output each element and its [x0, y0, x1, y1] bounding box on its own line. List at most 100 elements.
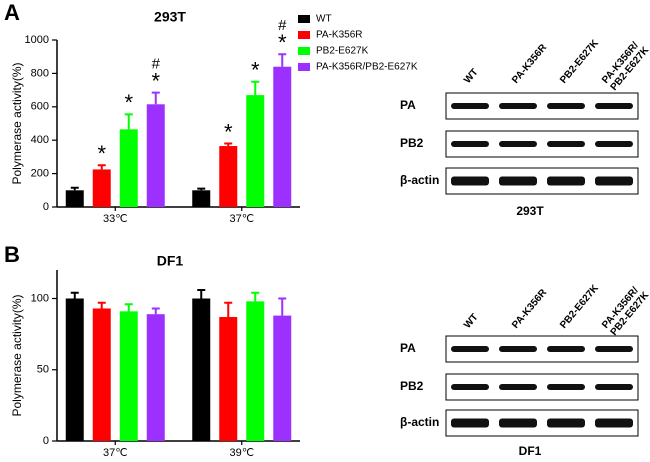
lane-label: PB2-E627K: [558, 282, 601, 331]
error-bar: [224, 301, 233, 318]
lane-label: WT: [462, 67, 480, 86]
error-bar: [151, 307, 160, 315]
blot-band: [547, 176, 585, 186]
bar: [273, 315, 292, 441]
blot-caption: DF1: [519, 444, 542, 458]
error-bar: [151, 91, 160, 105]
chart-title: DF1: [157, 253, 184, 269]
error-bar: [197, 187, 206, 191]
blot-band: [595, 384, 633, 390]
blot-band: [451, 346, 489, 352]
chart-title: 293T: [154, 9, 186, 25]
lane-label-line: WT: [462, 312, 480, 331]
legend-label: PA-K356R/PB2-E627K: [316, 62, 418, 73]
error-bar: [197, 288, 206, 299]
error-bar: [70, 291, 79, 299]
error-bar: [224, 142, 233, 147]
lane-label-line: WT: [462, 67, 480, 86]
row-label: β-actin: [400, 173, 439, 187]
blot-band: [451, 384, 489, 390]
error-bar: [251, 80, 260, 96]
lane-label: PA-K356R: [510, 41, 550, 85]
row-label: PB2: [400, 136, 424, 150]
bar: [146, 314, 165, 441]
y-tick-label: 800: [31, 67, 49, 79]
legend-label: PB2-E627K: [316, 46, 369, 57]
blot-band: [451, 141, 489, 147]
lane-label: PA-K356R/PB2-E627K: [600, 37, 650, 93]
y-axis-title: Polymerase activity(%): [10, 62, 24, 184]
lane-label-line: PB2-E627K: [558, 37, 601, 86]
significance-mark: *: [251, 58, 260, 83]
y-tick-label: 50: [37, 364, 49, 376]
blot-caption: 293T: [516, 204, 544, 218]
legend-label: WT: [316, 14, 332, 25]
bar: [65, 190, 84, 207]
lane-label: PA-K356R: [510, 286, 550, 330]
difference-mark: #: [152, 56, 161, 73]
blot-band: [451, 418, 489, 428]
x-tick-label: 33℃: [103, 213, 128, 225]
y-tick-label: 0: [43, 435, 49, 447]
blot-band: [595, 176, 633, 186]
blot-band: [499, 346, 537, 352]
lane-label: PA-K356R/PB2-E627K: [600, 282, 650, 338]
blot-band: [499, 384, 537, 390]
error-bar: [97, 301, 106, 309]
bar: [65, 298, 84, 441]
blot-band: [595, 418, 633, 428]
error-bar: [124, 303, 133, 312]
row-label: β-actin: [400, 415, 439, 429]
error-bar: [251, 291, 260, 302]
blot-band: [451, 176, 489, 186]
bar: [246, 95, 265, 207]
panel-label: A: [4, 0, 20, 25]
y-tick-label: 100: [31, 292, 49, 304]
x-tick-label: 39℃: [229, 447, 254, 459]
blot-band: [547, 418, 585, 428]
bar: [92, 169, 111, 207]
blot-band: [595, 103, 633, 109]
significance-mark: *: [97, 141, 106, 166]
error-bar: [70, 186, 79, 191]
x-tick-label: 37℃: [103, 447, 128, 459]
blot-band: [595, 141, 633, 147]
significance-mark: *: [278, 30, 287, 55]
y-axis-title: Polymerase activity(%): [10, 294, 24, 416]
blot-band: [499, 141, 537, 147]
bar: [219, 146, 238, 207]
row-label: PA: [400, 98, 416, 112]
blot-band: [499, 176, 537, 186]
blot-band: [547, 384, 585, 390]
bar: [119, 311, 138, 441]
bar: [146, 104, 165, 207]
row-label: PB2: [400, 379, 424, 393]
bar: [246, 301, 265, 441]
lane-label-line: PA-K356R: [510, 286, 550, 330]
legend-label: PA-K356R: [316, 30, 363, 41]
bar: [119, 129, 138, 207]
bar: [273, 66, 292, 207]
blot-band: [451, 103, 489, 109]
lane-label-line: PB2-E627K: [558, 282, 601, 331]
blot-band: [595, 346, 633, 352]
lane-label: PB2-E627K: [558, 37, 601, 86]
row-label: PA: [400, 341, 416, 355]
legend-swatch: [298, 47, 310, 55]
bar: [192, 190, 211, 207]
blot-band: [547, 346, 585, 352]
y-tick-label: 1000: [25, 34, 49, 46]
y-tick-label: 0: [43, 201, 49, 213]
y-tick-label: 200: [31, 168, 49, 180]
panel-label: B: [4, 242, 20, 267]
difference-mark: #: [278, 17, 287, 34]
y-tick-label: 400: [31, 134, 49, 146]
lane-label-line: PA-K356R: [510, 41, 550, 85]
blot-band: [547, 141, 585, 147]
legend-swatch: [298, 15, 310, 23]
legend-swatch: [298, 63, 310, 71]
error-bar: [124, 113, 133, 130]
blot-band: [499, 418, 537, 428]
error-bar: [278, 297, 287, 316]
blot-band: [547, 103, 585, 109]
